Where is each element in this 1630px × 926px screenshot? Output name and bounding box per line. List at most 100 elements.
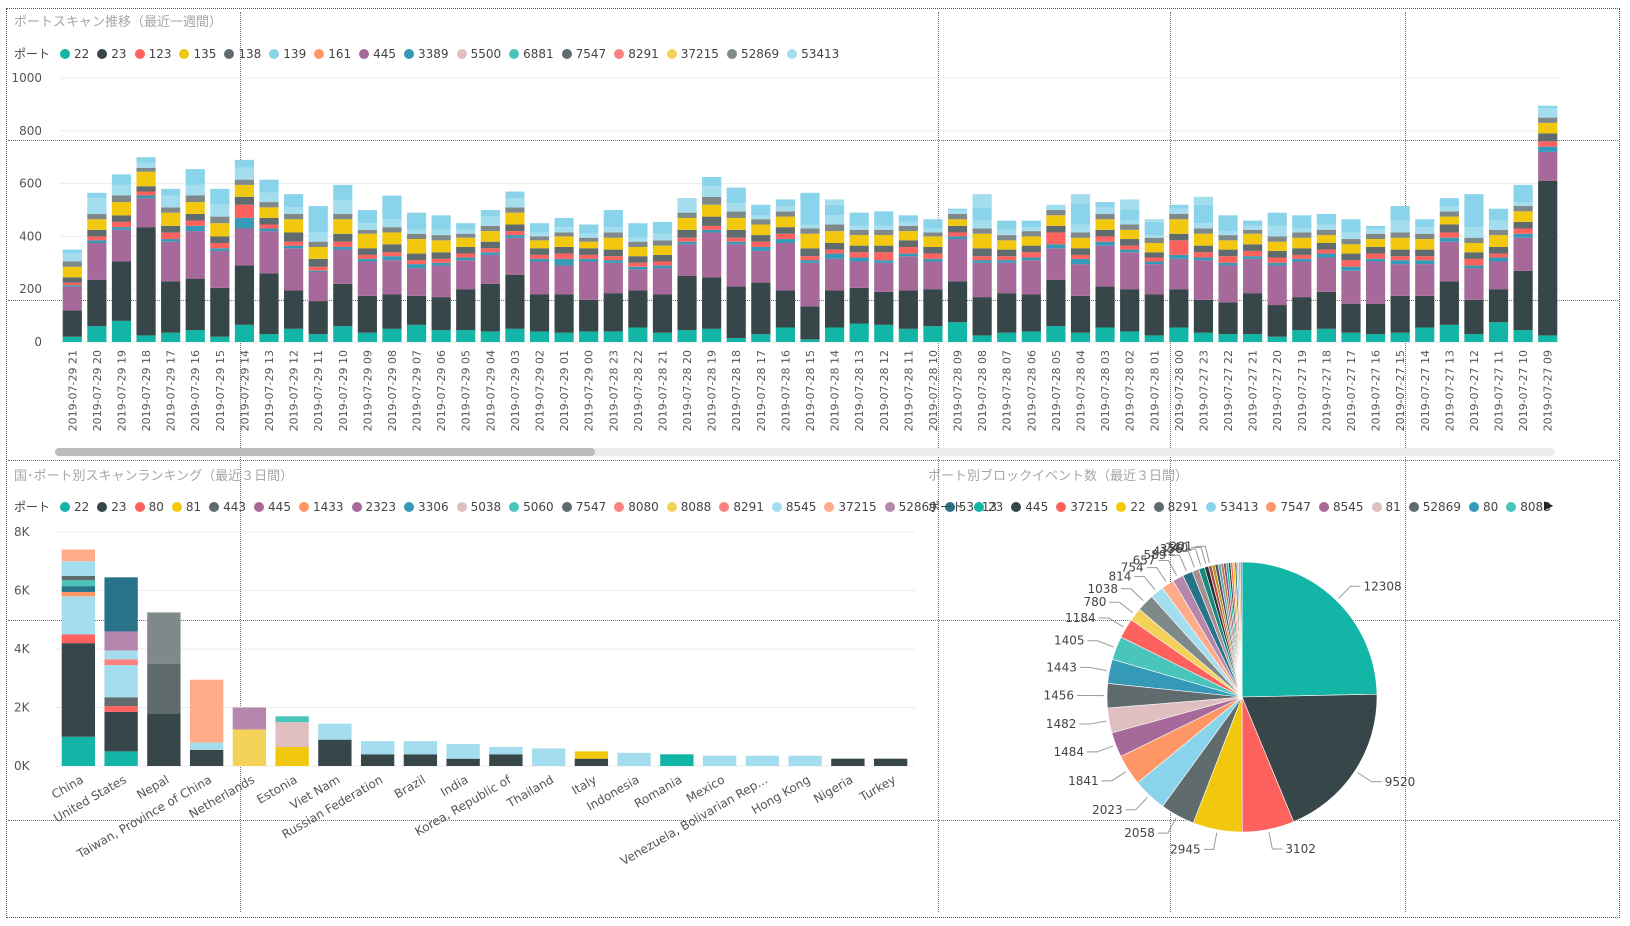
bar-segment-22	[1046, 326, 1066, 342]
bar-segment-52869	[382, 227, 402, 233]
chart2-legend-item[interactable]: 8080	[614, 500, 659, 514]
bar-segment-3389	[972, 260, 992, 263]
chart1-legend-item[interactable]: 161	[314, 47, 351, 61]
chart1-legend-item[interactable]: 37215	[666, 47, 719, 61]
bar-segment-445	[161, 241, 181, 282]
bar-segment-123	[284, 241, 304, 246]
chart2-legend-item[interactable]: 8291	[719, 500, 764, 514]
chart1-scrollbar-track[interactable]	[55, 448, 1555, 456]
pie-data-label: 9520	[1385, 775, 1416, 789]
bar-segment-139	[825, 204, 845, 216]
y-tick-label: 0K	[14, 759, 31, 773]
pie-slice	[1239, 561, 1243, 698]
chart3-legend-item[interactable]: 52869	[1408, 500, 1461, 514]
y-tick-label: 4K	[14, 642, 31, 656]
bar-segment-52869	[210, 216, 230, 224]
bar-segment-23	[382, 294, 402, 329]
chart1-scrollbar-thumb[interactable]	[55, 448, 595, 456]
chart1-legend-item[interactable]: 445	[359, 47, 396, 61]
bar-segment-139	[1464, 194, 1484, 228]
x-tick-label: 2019-07-28 12	[878, 350, 891, 431]
chart1-legend-item[interactable]: 135	[179, 47, 216, 61]
bar-segment-445	[849, 261, 869, 288]
bar-segment-7547	[603, 249, 623, 257]
bar-segment-139	[947, 208, 968, 210]
x-tick-label: 2019-07-29 14	[238, 350, 251, 431]
bar-segment-23	[652, 294, 673, 333]
x-tick-label: 2019-07-28 08	[976, 350, 989, 431]
chart1-legend-item[interactable]: 8291	[614, 47, 659, 61]
chart2-legend-item[interactable]: 8088	[666, 500, 711, 514]
report-canvas	[6, 8, 1620, 918]
bar-segment-52869	[1095, 213, 1115, 220]
bar-segment-53413	[111, 184, 132, 196]
chart3-legend-item[interactable]: 53413	[1206, 500, 1258, 514]
chart2-legend-item[interactable]: 23	[97, 500, 127, 514]
chart1-legend-item[interactable]: 53413	[787, 47, 839, 61]
legend-dot-icon	[1506, 501, 1517, 512]
x-tick-label: 2019-07-29 00	[583, 350, 596, 431]
pie-slice	[1241, 693, 1378, 823]
chart2-legend-item[interactable]: 7547	[561, 500, 606, 514]
chart2-legend-item[interactable]: 3306	[404, 500, 449, 514]
bar-segment-139	[1218, 215, 1238, 232]
chart2-legend-item[interactable]: 8545	[771, 499, 817, 514]
chart1-legend-item[interactable]: 5500	[456, 47, 501, 61]
bar-segment-3389	[406, 264, 427, 269]
bar-segment-53413	[136, 162, 156, 168]
bar-segment-8545	[104, 665, 138, 698]
x-tick-label: 2019-07-29 08	[386, 350, 399, 431]
x-tick-label: 2019-07-29 07	[411, 350, 424, 431]
chart3-legend-item[interactable]: 7547	[1266, 500, 1311, 514]
bar-segment-123	[1538, 141, 1558, 147]
bar-segment-123	[259, 224, 279, 229]
chart1-legend-item[interactable]: 7547	[561, 47, 606, 61]
chart1-legend-item[interactable]: 3389	[404, 47, 449, 61]
bar-segment-23	[579, 299, 599, 332]
chart1-legend-item[interactable]: 138	[224, 47, 261, 61]
legend-label: 22	[1130, 499, 1146, 514]
chart2-legend-item[interactable]: 22	[60, 500, 89, 514]
bar-segment-123	[357, 254, 377, 259]
chart3-legend-item[interactable]: 8545	[1318, 500, 1364, 514]
chart3-legend-item[interactable]: 37215	[1056, 500, 1108, 514]
legend-dot-icon	[884, 501, 895, 512]
legend-dot-icon	[561, 501, 572, 512]
chart2-legend-item[interactable]: 52869	[884, 500, 937, 514]
bar-segment-8545	[702, 755, 737, 766]
chart2-legend-item[interactable]: 80	[134, 500, 164, 514]
chart1-legend-item[interactable]: 6881	[509, 47, 554, 61]
bar-segment-445	[947, 239, 968, 282]
chart3-legend-item[interactable]: 8088	[1506, 500, 1551, 514]
bar-segment-7547	[111, 215, 132, 222]
legend-label: 8545	[785, 499, 817, 514]
chart1-legend-item[interactable]: 139	[269, 47, 306, 61]
chart3-legend-item[interactable]: 23	[974, 500, 1003, 514]
bar-segment-445	[1243, 258, 1263, 294]
bar-segment-445	[1095, 245, 1115, 287]
bar-segment-139	[1439, 198, 1459, 207]
chart3-legend-item[interactable]: 445	[1011, 500, 1048, 514]
legend-next-arrow-icon[interactable]: ▶	[1544, 498, 1554, 512]
chart2-legend-item[interactable]: 5038	[456, 500, 501, 514]
bar-segment-3389	[1021, 257, 1041, 261]
chart2-legend-item[interactable]: 81	[171, 500, 201, 514]
bar-segment-139	[628, 223, 648, 238]
chart2-legend-item[interactable]: 445	[254, 500, 291, 514]
chart2-legend-item[interactable]: 5060	[509, 500, 554, 514]
legend-dot-icon	[314, 48, 325, 59]
chart2-legend-item[interactable]: 2323	[351, 500, 396, 514]
chart1-legend-item[interactable]: 123	[134, 47, 171, 61]
chart3-legend-item[interactable]: 81	[1371, 500, 1401, 514]
bar-segment-52869	[1365, 233, 1386, 240]
bar-segment-22	[431, 330, 451, 342]
chart2-legend-item[interactable]: 37215	[824, 500, 877, 514]
chart3-legend-item[interactable]: 8291	[1153, 500, 1198, 514]
chart1-legend-item[interactable]: 23	[97, 47, 127, 61]
chart2-legend-item[interactable]: 443	[209, 500, 246, 514]
chart1-legend-item[interactable]: 52869	[726, 47, 779, 61]
chart3-legend-item[interactable]: 80	[1468, 500, 1498, 514]
chart3-legend-item[interactable]: 22	[1116, 499, 1146, 514]
chart1-legend-item[interactable]: 22	[60, 47, 89, 61]
chart2-legend-item[interactable]: 1433	[298, 500, 344, 514]
